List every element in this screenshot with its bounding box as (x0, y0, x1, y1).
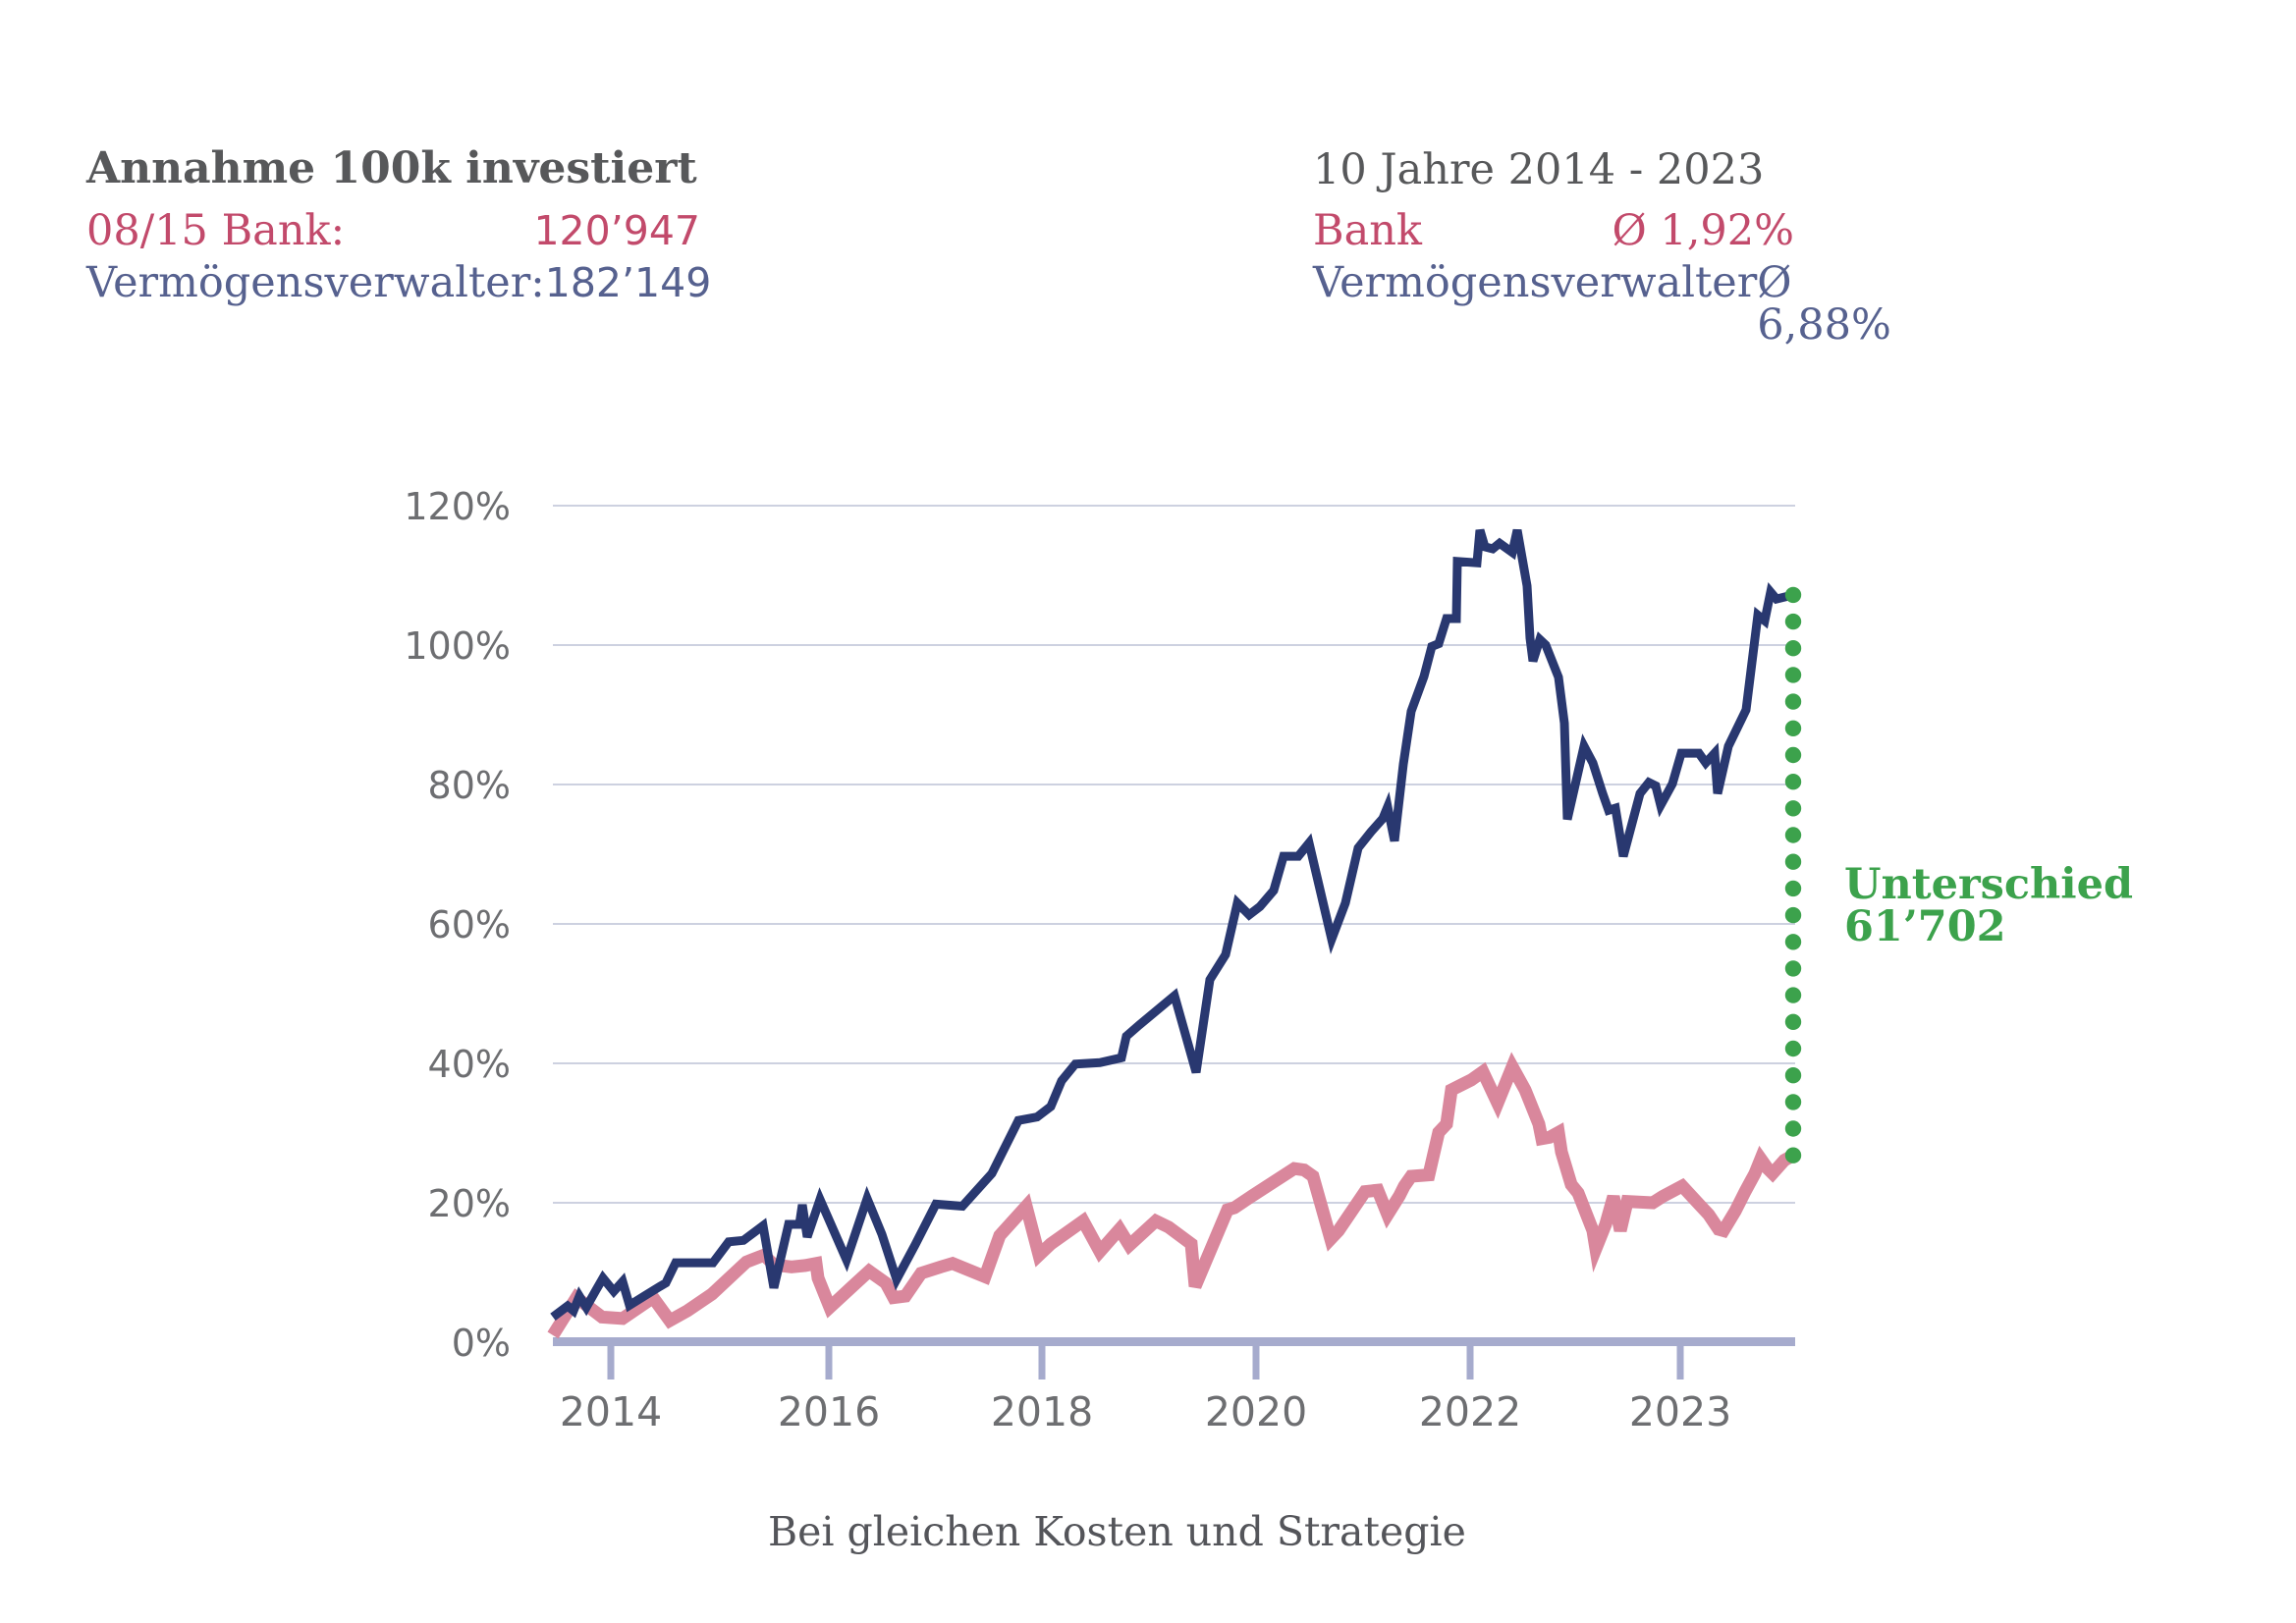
difference-dot (1784, 1120, 1802, 1137)
difference-dot (1784, 1013, 1802, 1031)
y-axis-label-60: 60% (428, 903, 511, 947)
bank-result-label: 08/15 Bank: (86, 206, 346, 255)
x-axis-line (553, 1337, 1795, 1346)
difference-dot (1784, 640, 1802, 657)
difference-dot (1784, 934, 1802, 950)
difference-dot (1784, 960, 1802, 977)
bank-result-value: 120’947 (533, 207, 700, 254)
period-title: 10 Jahre 2014 - 2023 (1313, 145, 1765, 194)
x-axis-tick-2020 (1252, 1346, 1260, 1380)
difference-dot (1784, 880, 1802, 897)
verwalter-average-value: Ø 6,88% (1757, 258, 1891, 350)
x-axis-label-2023: 2023 (1629, 1388, 1731, 1435)
verwalter-result-row: Vermögensverwalter: 182’149 (86, 258, 711, 307)
x-axis-label-2018: 2018 (991, 1388, 1093, 1435)
y-axis-label-20: 20% (428, 1182, 511, 1225)
y-axis-label-120: 120% (404, 485, 511, 528)
bank-average-value: Ø 1,92% (1612, 206, 1794, 255)
verwalter-average-row: Vermögensverwalter Ø 6,88% (1313, 258, 1891, 347)
x-axis-tick-2014 (607, 1346, 615, 1380)
difference-dot (1784, 906, 1802, 924)
difference-dot (1784, 1067, 1802, 1084)
x-axis-label-2014: 2014 (560, 1388, 662, 1435)
y-axis-label-40: 40% (428, 1043, 511, 1086)
difference-dot (1784, 800, 1802, 817)
bank-average-row: Bank Ø 1,92% (1313, 210, 1794, 252)
difference-dot (1784, 1147, 1802, 1163)
assumption-title: Annahme 100k investiert (86, 143, 697, 193)
x-axis-tick-2018 (1038, 1346, 1046, 1380)
x-axis-tick-2022 (1466, 1346, 1474, 1380)
difference-annotation: Unterschied 61’702 (1844, 860, 2134, 951)
difference-dot (1784, 1094, 1802, 1110)
bank-line (547, 1052, 1797, 1339)
difference-dot (1784, 667, 1802, 683)
difference-dot (1784, 746, 1802, 764)
x-axis-label-2022: 2022 (1419, 1388, 1521, 1435)
y-axis-label-80: 80% (428, 764, 511, 807)
difference-dot (1784, 853, 1802, 870)
x-axis-tick-2016 (825, 1346, 833, 1380)
chart-caption: Bei gleichen Kosten und Strategie (768, 1508, 1466, 1555)
difference-dot (1784, 1040, 1802, 1057)
y-axis-label-100: 100% (404, 624, 511, 668)
difference-dot (1784, 720, 1802, 736)
x-axis-label-2016: 2016 (778, 1388, 880, 1435)
difference-dot (1784, 987, 1802, 1003)
difference-dot (1784, 774, 1802, 790)
y-axis-label-0: 0% (452, 1322, 511, 1365)
bank-average-label: Bank (1313, 206, 1422, 255)
verwalter-result-label: Vermögensverwalter: (86, 258, 545, 307)
x-axis-label-2020: 2020 (1205, 1388, 1307, 1435)
x-axis-tick-2023 (1676, 1346, 1684, 1380)
verwalter-line (550, 528, 1795, 1321)
difference-dot (1784, 586, 1802, 604)
bank-result-row: 08/15 Bank: 120’947 (86, 210, 700, 252)
difference-dot (1784, 693, 1802, 710)
verwalter-result-value: 182’149 (544, 259, 712, 306)
difference-dot (1784, 827, 1802, 843)
verwalter-average-label: Vermögensverwalter (1313, 258, 1758, 307)
difference-dot (1784, 613, 1802, 630)
